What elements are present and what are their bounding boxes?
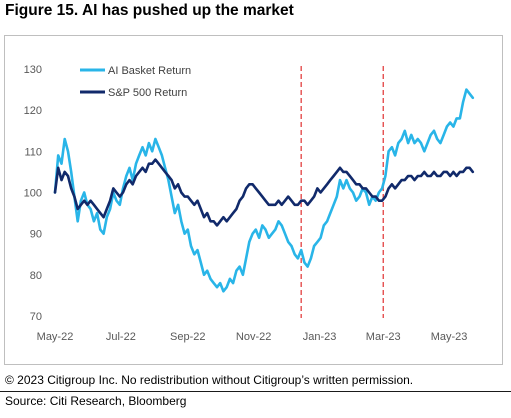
legend: AI Basket Return S&P 500 Return bbox=[80, 65, 191, 99]
legend-label: S&P 500 Return bbox=[108, 87, 187, 99]
y-tick-label: 90 bbox=[30, 229, 42, 241]
y-tick-label: 110 bbox=[24, 146, 42, 158]
y-tick-label: 80 bbox=[30, 270, 42, 282]
x-tick-label: Jul-22 bbox=[106, 331, 136, 343]
legend-label: AI Basket Return bbox=[108, 65, 191, 77]
x-tick-label: Sep-22 bbox=[170, 331, 205, 343]
plot-frame bbox=[4, 35, 503, 365]
x-tick-label: May-23 bbox=[431, 331, 468, 343]
x-tick-label: Jan-23 bbox=[303, 331, 337, 343]
footer-divider bbox=[0, 391, 511, 392]
y-tick-label: 120 bbox=[24, 105, 42, 117]
series-line-ai-basket bbox=[53, 88, 475, 293]
source-note: Source: Citi Research, Bloomberg bbox=[5, 394, 187, 408]
copyright-note: © 2023 Citigroup Inc. No redistribution … bbox=[5, 373, 414, 387]
x-tick-label: May-22 bbox=[37, 331, 74, 343]
y-tick-label: 130 bbox=[24, 64, 42, 76]
y-tick-label: 70 bbox=[30, 311, 42, 323]
event-markers bbox=[300, 66, 384, 318]
y-axis-ticks: 70 80 90 100 110 120 130 bbox=[24, 64, 42, 323]
series-lines bbox=[53, 88, 475, 293]
chart-title: Figure 15. AI has pushed up the market bbox=[5, 2, 294, 19]
x-axis-ticks: May-22 Jul-22 Sep-22 Nov-22 Jan-23 Mar-23 May-… bbox=[37, 331, 468, 343]
x-tick-label: Nov-22 bbox=[236, 331, 271, 343]
x-tick-label: Mar-23 bbox=[366, 331, 401, 343]
series-line-sp500 bbox=[53, 158, 475, 227]
y-tick-label: 100 bbox=[24, 188, 42, 200]
